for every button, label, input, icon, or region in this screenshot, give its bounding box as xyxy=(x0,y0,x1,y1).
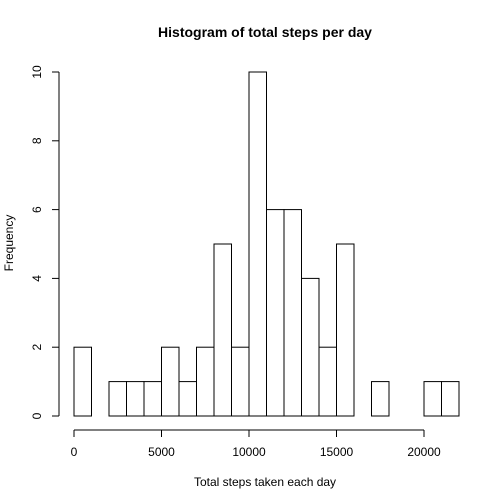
histogram-bar xyxy=(441,381,460,417)
histogram-bar xyxy=(336,243,355,417)
histogram-bar xyxy=(126,381,145,417)
histogram-bar xyxy=(161,346,180,417)
histogram-bar xyxy=(248,71,267,417)
y-tick-label: 0 xyxy=(30,412,44,419)
y-tick-label: 2 xyxy=(30,344,44,351)
histogram-bar xyxy=(266,209,285,417)
histogram-bar xyxy=(108,381,127,417)
histogram-bar xyxy=(196,346,215,417)
y-axis-label: Frequency xyxy=(2,215,16,272)
x-axis: 0 5000 10000 15000 20000 xyxy=(71,429,441,459)
histogram-bar xyxy=(318,346,337,417)
histogram-bar xyxy=(423,381,442,417)
x-axis-label: Total steps taken each day xyxy=(194,475,336,489)
y-tick-label: 6 xyxy=(30,206,44,213)
x-tick-label: 15000 xyxy=(320,445,354,459)
x-tick-label: 20000 xyxy=(407,445,441,459)
histogram-bar xyxy=(213,243,232,417)
histogram-bar xyxy=(283,209,302,417)
histogram-bar xyxy=(231,346,250,417)
y-tick-label: 8 xyxy=(30,137,44,144)
chart-title: Histogram of total steps per day xyxy=(158,24,372,40)
bars-group xyxy=(73,71,460,417)
x-tick-label: 0 xyxy=(71,445,78,459)
x-tick-label: 5000 xyxy=(148,445,175,459)
y-axis: 0 2 4 6 8 10 xyxy=(30,65,60,419)
histogram-bar xyxy=(301,277,320,417)
y-tick-label: 4 xyxy=(30,275,44,282)
y-tick-label: 10 xyxy=(30,65,44,79)
histogram-bar xyxy=(73,346,92,417)
histogram-bar xyxy=(178,381,197,417)
histogram-bar xyxy=(143,381,162,417)
x-tick-label: 10000 xyxy=(232,445,266,459)
histogram-bar xyxy=(371,381,390,417)
